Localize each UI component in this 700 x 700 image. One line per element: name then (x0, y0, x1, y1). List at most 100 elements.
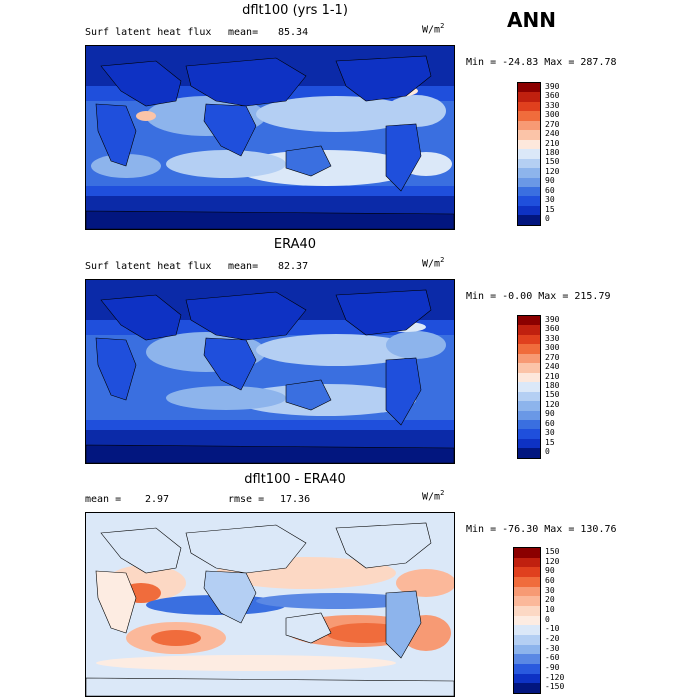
colorbar-tick-label: 180 (545, 148, 560, 157)
colorbar-tick-label: 330 (545, 100, 560, 110)
panel3-units: W/m2 (422, 489, 445, 503)
panel2-title: ERA40 (273, 237, 317, 252)
colorbar-swatch (514, 625, 540, 635)
colorbar-swatch (514, 557, 540, 568)
colorbar-tick-label: -30 (545, 643, 560, 653)
colorbar-tick-label: 0 (545, 614, 550, 624)
colorbar-tick-label: 30 (545, 428, 555, 438)
colorbar-swatch (518, 448, 540, 458)
panel3-title: dflt100 - ERA40 (244, 472, 346, 487)
colorbar-tick-label: 120 (545, 399, 560, 409)
panel2-variable: Surf latent heat flux (85, 261, 212, 272)
colorbar-swatch (518, 382, 540, 392)
colorbar-swatch (518, 149, 540, 159)
panel1-mean-value: 85.34 (278, 27, 309, 38)
colorbar-tick-label: 390 (545, 314, 560, 324)
colorbar-swatch (518, 158, 540, 169)
colorbar-tick-label: -60 (545, 653, 560, 663)
colorbar-swatch (518, 353, 540, 364)
colorbar-swatch (518, 391, 540, 402)
colorbar-swatch (518, 130, 540, 140)
panel1-map (85, 45, 455, 230)
colorbar-swatch (518, 186, 540, 197)
colorbar-tick-label: 60 (545, 575, 555, 585)
colorbar-tick-label: 0 (545, 447, 550, 457)
colorbar-swatch (514, 644, 540, 655)
colorbar-swatch (514, 615, 540, 626)
colorbar-tick-label: 390 (545, 81, 560, 91)
colorbar-swatch (514, 634, 540, 645)
colorbar-swatch (514, 654, 540, 664)
panel3-map (85, 512, 455, 697)
panel3-mean-value: 2.97 (145, 494, 170, 505)
panel3-rmse-label: rmse = (228, 494, 265, 505)
panel2-map (85, 279, 455, 464)
colorbar-swatch (518, 401, 540, 411)
colorbar-swatch (518, 92, 540, 102)
colorbar-swatch (518, 363, 540, 373)
colorbar-tick-label: -150 (545, 682, 565, 692)
colorbar-tick-label: 90 (545, 409, 555, 419)
colorbar-tick-label: 240 (545, 362, 560, 372)
colorbar-tick-label: 15 (545, 204, 555, 214)
colorbar-swatch (518, 120, 540, 131)
panel1-units: W/m2 (422, 22, 445, 36)
colorbar-tick-label: 360 (545, 324, 560, 334)
colorbar-swatch (518, 111, 540, 121)
colorbar-tick-label: 90 (545, 176, 555, 186)
panel3-colorbar (513, 547, 541, 694)
colorbar-tick-label: 240 (545, 129, 560, 139)
colorbar-tick-label: 15 (545, 437, 555, 447)
colorbar-tick-label: 0 (545, 214, 550, 224)
panel2-colorbar (517, 315, 541, 459)
colorbar-tick-label: 300 (545, 110, 560, 120)
colorbar-tick-label: -90 (545, 662, 560, 672)
colorbar-swatch (514, 576, 540, 587)
panel1-colorbar (517, 82, 541, 226)
panel2-units: W/m2 (422, 256, 445, 270)
colorbar-swatch (514, 548, 540, 558)
colorbar-tick-label: 150 (545, 546, 560, 556)
colorbar-swatch (518, 372, 540, 383)
colorbar-swatch (518, 344, 540, 354)
colorbar-swatch (514, 673, 540, 684)
colorbar-swatch (518, 215, 540, 225)
colorbar-tick-label: 20 (545, 595, 555, 605)
colorbar-tick-label: 120 (545, 556, 560, 566)
colorbar-tick-label: 90 (545, 566, 555, 576)
panel2-mean-value: 82.37 (278, 261, 309, 272)
panel3-minmax: Min = -76.30 Max = 130.76 (466, 524, 617, 535)
colorbar-swatch (518, 419, 540, 430)
panel1-variable: Surf latent heat flux (85, 27, 212, 38)
colorbar-swatch (514, 605, 540, 616)
colorbar-swatch (514, 663, 540, 674)
panel2-mean-label: mean= (228, 261, 259, 272)
colorbar-tick-label: 210 (545, 371, 560, 381)
colorbar-tick-label: 10 (545, 604, 555, 614)
colorbar-swatch (518, 438, 540, 449)
panel1-minmax: Min = -24.83 Max = 287.78 (466, 57, 617, 68)
colorbar-tick-label: 330 (545, 333, 560, 343)
colorbar-swatch (518, 429, 540, 439)
colorbar-tick-label: 360 (545, 91, 560, 101)
panel1-mean-label: mean= (228, 27, 259, 38)
colorbar-tick-label: -120 (545, 672, 565, 682)
colorbar-tick-label: 30 (545, 585, 555, 595)
colorbar-tick-label: 30 (545, 195, 555, 205)
panel3-rmse-value: 17.36 (280, 494, 311, 505)
colorbar-swatch (514, 683, 540, 693)
colorbar-tick-label: 120 (545, 166, 560, 176)
season-label: ANN (507, 8, 556, 32)
colorbar-swatch (518, 325, 540, 335)
colorbar-tick-label: 300 (545, 343, 560, 353)
colorbar-tick-label: 270 (545, 119, 560, 129)
colorbar-swatch (518, 177, 540, 187)
colorbar-swatch (518, 168, 540, 178)
colorbar-tick-label: 210 (545, 138, 560, 148)
colorbar-tick-label: -10 (545, 624, 560, 634)
colorbar-swatch (514, 567, 540, 577)
colorbar-swatch (518, 196, 540, 206)
colorbar-tick-label: 60 (545, 418, 555, 428)
colorbar-tick-label: 180 (545, 381, 560, 390)
colorbar-swatch (514, 596, 540, 606)
